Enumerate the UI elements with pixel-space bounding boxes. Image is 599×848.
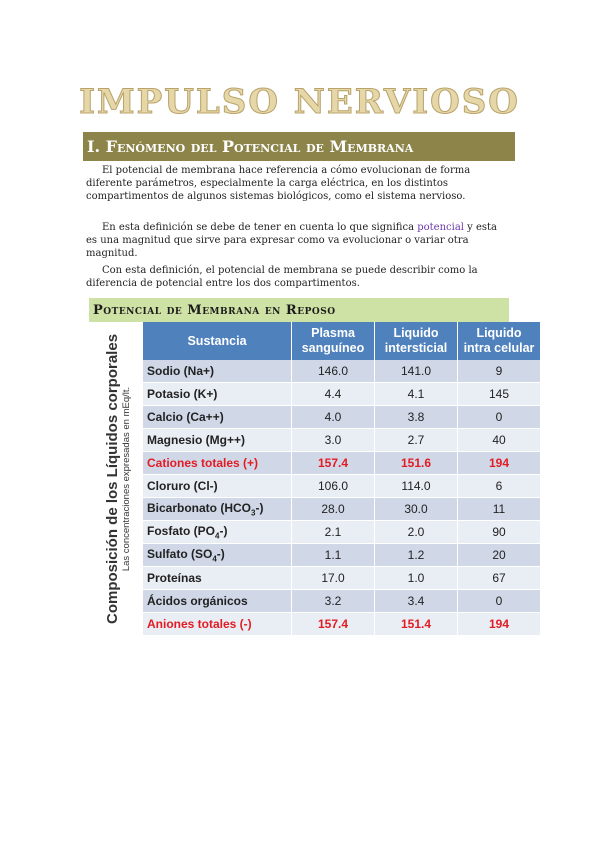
paragraph-1: El potencial de membrana hace referencia… (86, 165, 471, 202)
cell-sustancia: Sulfato (SO4-) (143, 543, 292, 567)
table-header-row: Sustancia Plasma sanguíneo Liquido inter… (143, 322, 541, 360)
subsection-heading: Potencial de Membrana en Reposo (89, 298, 509, 322)
cell-intracelular: 0 (457, 405, 541, 429)
cell-intracelular: 9 (457, 360, 541, 383)
paragraph-2-start: En esta definición se debe de tener en c… (102, 222, 418, 233)
cell-plasma: 3.2 (291, 589, 375, 613)
cell-sustancia: Proteínas (143, 566, 292, 590)
cell-intersticial: 2.7 (374, 428, 458, 452)
cell-plasma: 157.4 (291, 451, 375, 475)
section-heading-text: I. Fenómeno del Potencial de Membrana (87, 137, 414, 156)
cell-intersticial: 1.0 (374, 566, 458, 590)
side-label: Composición de los Líquidos corporales L… (98, 334, 138, 624)
cell-intersticial: 141.0 (374, 360, 458, 383)
table-row: Bicarbonato (HCO3-) 28.0 30.0 11 (143, 497, 541, 521)
table-row: Aniones totales (-) 157.4 151.4 194 (143, 612, 541, 636)
cell-sustancia: Cloruro (Cl-) (143, 474, 292, 498)
cell-intersticial: 30.0 (374, 497, 458, 521)
cell-intersticial: 3.4 (374, 589, 458, 613)
side-label-main: Composición de los Líquidos corporales (104, 333, 121, 624)
table-body: Sodio (Na+) 146.0 141.0 9 Potasio (K+) 4.4 4.1… (143, 360, 541, 636)
side-label-sub: Las concentraciones expresadas en mEq/lt… (121, 386, 132, 572)
header-intracelular: Liquido intra celular (457, 322, 541, 360)
cell-intersticial: 151.6 (374, 451, 458, 475)
cell-intersticial: 151.4 (374, 612, 458, 636)
cell-sustancia: Aniones totales (-) (143, 612, 292, 636)
cell-plasma: 17.0 (291, 566, 375, 590)
header-plasma: Plasma sanguíneo (291, 322, 375, 360)
table-row: Cationes totales (+) 157.4 151.6 194 (143, 451, 541, 475)
cell-plasma: 146.0 (291, 360, 375, 383)
cell-intracelular: 194 (457, 612, 541, 636)
cell-sustancia: Potasio (K+) (143, 382, 292, 406)
cell-intersticial: 1.2 (374, 543, 458, 567)
table-row: Magnesio (Mg++) 3.0 2.7 40 (143, 428, 541, 452)
cell-intracelular: 40 (457, 428, 541, 452)
section-heading: I. Fenómeno del Potencial de Membrana (83, 132, 515, 161)
cell-plasma: 106.0 (291, 474, 375, 498)
table-row: Potasio (K+) 4.4 4.1 145 (143, 382, 541, 406)
header-sustancia: Sustancia (143, 322, 292, 360)
paragraph-2: En esta definición se debe de tener en c… (86, 221, 511, 260)
cell-sustancia: Fosfato (PO4-) (143, 520, 292, 544)
cell-intracelular: 11 (457, 497, 541, 521)
table-row: Sodio (Na+) 146.0 141.0 9 (143, 360, 541, 383)
cell-plasma: 1.1 (291, 543, 375, 567)
table-row: Calcio (Ca++) 4.0 3.8 0 (143, 405, 541, 429)
cell-intracelular: 20 (457, 543, 541, 567)
table-row: Sulfato (SO4-) 1.1 1.2 20 (143, 543, 541, 567)
table-row: Ácidos orgánicos 3.2 3.4 0 (143, 589, 541, 613)
paragraph-2-end: y esta es una magnitud que sirve para ex… (86, 222, 498, 259)
cell-intracelular: 90 (457, 520, 541, 544)
table-row: Cloruro (Cl-) 106.0 114.0 6 (143, 474, 541, 498)
cell-sustancia: Bicarbonato (HCO3-) (143, 497, 292, 521)
cell-sustancia: Sodio (Na+) (143, 360, 292, 383)
subsection-heading-text: Potencial de Membrana en Reposo (93, 302, 336, 318)
cell-intracelular: 6 (457, 474, 541, 498)
cell-plasma: 157.4 (291, 612, 375, 636)
potencial-link[interactable]: potencial (417, 222, 464, 233)
cell-intersticial: 4.1 (374, 382, 458, 406)
cell-intracelular: 67 (457, 566, 541, 590)
cell-sustancia: Calcio (Ca++) (143, 405, 292, 429)
cell-intersticial: 2.0 (374, 520, 458, 544)
page-title: IMPULSO NERVIOSO (79, 82, 520, 123)
header-intersticial: Liquido intersticial (374, 322, 458, 360)
cell-intracelular: 145 (457, 382, 541, 406)
table-row: Fosfato (PO4-) 2.1 2.0 90 (143, 520, 541, 544)
cell-intracelular: 194 (457, 451, 541, 475)
cell-plasma: 28.0 (291, 497, 375, 521)
table-row: Proteínas 17.0 1.0 67 (143, 566, 541, 590)
cell-plasma: 2.1 (291, 520, 375, 544)
cell-plasma: 4.4 (291, 382, 375, 406)
paragraph-3: Con esta definición, el potencial de mem… (86, 265, 478, 289)
cell-sustancia: Cationes totales (+) (143, 451, 292, 475)
cell-sustancia: Ácidos orgánicos (143, 589, 292, 613)
cell-intersticial: 114.0 (374, 474, 458, 498)
cell-intersticial: 3.8 (374, 405, 458, 429)
cell-sustancia: Magnesio (Mg++) (143, 428, 292, 452)
cell-plasma: 3.0 (291, 428, 375, 452)
cell-plasma: 4.0 (291, 405, 375, 429)
composition-table: Sustancia Plasma sanguíneo Liquido inter… (143, 322, 541, 636)
cell-intracelular: 0 (457, 589, 541, 613)
